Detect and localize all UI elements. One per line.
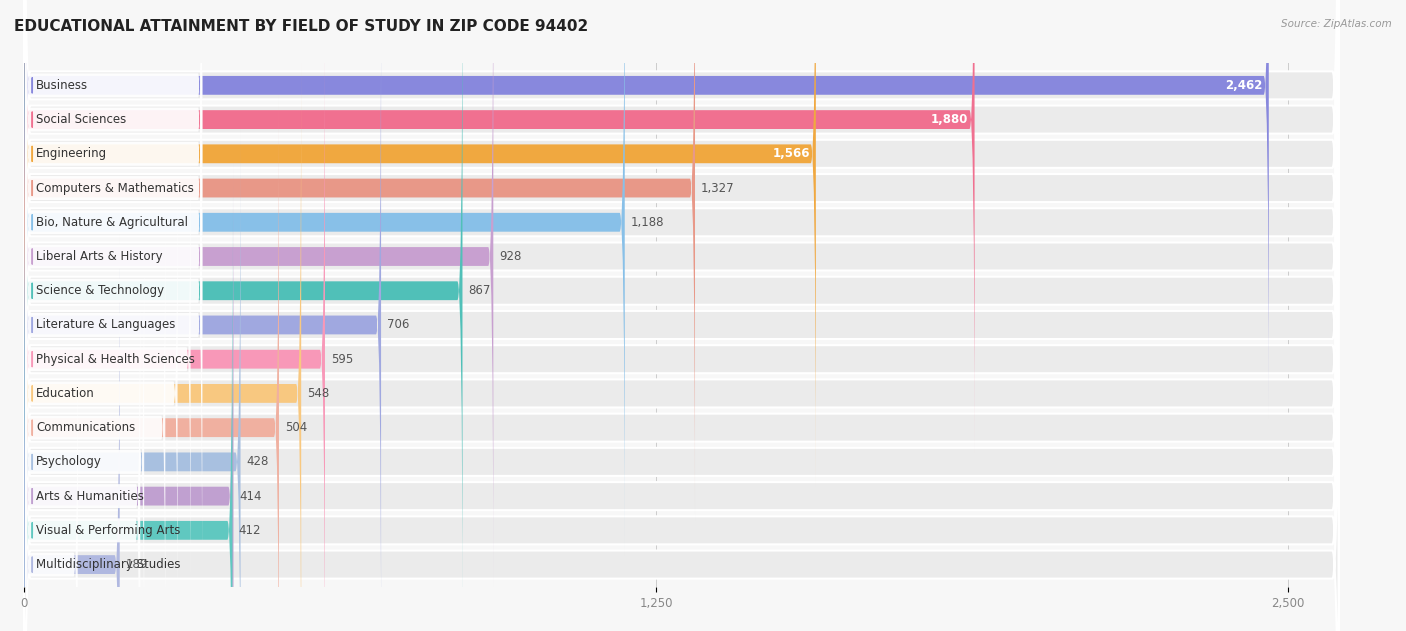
Text: 1,566: 1,566 <box>772 147 810 160</box>
FancyBboxPatch shape <box>25 0 202 382</box>
Text: Education: Education <box>37 387 96 400</box>
FancyBboxPatch shape <box>25 234 141 631</box>
Text: Arts & Humanities: Arts & Humanities <box>37 490 145 503</box>
FancyBboxPatch shape <box>25 63 202 587</box>
FancyBboxPatch shape <box>24 198 232 631</box>
Text: Liberal Arts & History: Liberal Arts & History <box>37 250 163 263</box>
Text: 595: 595 <box>330 353 353 366</box>
Text: 928: 928 <box>499 250 522 263</box>
Text: 2,462: 2,462 <box>1226 79 1263 92</box>
FancyBboxPatch shape <box>25 29 202 553</box>
FancyBboxPatch shape <box>24 100 1339 631</box>
FancyBboxPatch shape <box>24 129 240 631</box>
Text: 412: 412 <box>239 524 262 537</box>
FancyBboxPatch shape <box>24 168 1339 631</box>
FancyBboxPatch shape <box>24 27 325 631</box>
FancyBboxPatch shape <box>24 0 1339 631</box>
FancyBboxPatch shape <box>24 0 1339 631</box>
FancyBboxPatch shape <box>24 134 1339 631</box>
FancyBboxPatch shape <box>24 65 1339 631</box>
Text: Psychology: Psychology <box>37 456 103 468</box>
FancyBboxPatch shape <box>24 0 695 521</box>
FancyBboxPatch shape <box>24 0 815 487</box>
Text: 548: 548 <box>308 387 329 400</box>
Text: Visual & Performing Arts: Visual & Performing Arts <box>37 524 181 537</box>
Text: 867: 867 <box>468 284 491 297</box>
FancyBboxPatch shape <box>25 0 202 484</box>
Text: 189: 189 <box>125 558 148 571</box>
FancyBboxPatch shape <box>24 163 233 631</box>
Text: 1,188: 1,188 <box>631 216 664 229</box>
FancyBboxPatch shape <box>25 200 145 631</box>
FancyBboxPatch shape <box>24 95 278 631</box>
Text: Literature & Languages: Literature & Languages <box>37 319 176 331</box>
FancyBboxPatch shape <box>24 0 1339 631</box>
Text: 706: 706 <box>387 319 409 331</box>
FancyBboxPatch shape <box>24 61 301 631</box>
Text: Multidisciplinary Studies: Multidisciplinary Studies <box>37 558 181 571</box>
FancyBboxPatch shape <box>24 0 1268 418</box>
FancyBboxPatch shape <box>24 0 1339 550</box>
FancyBboxPatch shape <box>24 0 974 452</box>
Text: 1,880: 1,880 <box>931 113 969 126</box>
FancyBboxPatch shape <box>24 0 1339 631</box>
FancyBboxPatch shape <box>25 0 202 347</box>
Text: Communications: Communications <box>37 421 135 434</box>
FancyBboxPatch shape <box>25 0 202 519</box>
FancyBboxPatch shape <box>25 131 177 631</box>
FancyBboxPatch shape <box>24 31 1339 631</box>
Text: 414: 414 <box>239 490 262 503</box>
FancyBboxPatch shape <box>24 0 494 589</box>
FancyBboxPatch shape <box>24 0 1339 585</box>
FancyBboxPatch shape <box>24 0 1339 619</box>
FancyBboxPatch shape <box>25 0 202 450</box>
Text: 1,327: 1,327 <box>702 182 735 194</box>
FancyBboxPatch shape <box>24 0 463 623</box>
FancyBboxPatch shape <box>25 303 77 631</box>
FancyBboxPatch shape <box>25 166 166 631</box>
Text: 504: 504 <box>285 421 308 434</box>
FancyBboxPatch shape <box>24 0 624 555</box>
Text: EDUCATIONAL ATTAINMENT BY FIELD OF STUDY IN ZIP CODE 94402: EDUCATIONAL ATTAINMENT BY FIELD OF STUDY… <box>14 19 588 34</box>
Text: Source: ZipAtlas.com: Source: ZipAtlas.com <box>1281 19 1392 29</box>
Text: Science & Technology: Science & Technology <box>37 284 165 297</box>
FancyBboxPatch shape <box>24 0 381 631</box>
Text: Business: Business <box>37 79 89 92</box>
Text: Engineering: Engineering <box>37 147 107 160</box>
FancyBboxPatch shape <box>25 268 139 631</box>
FancyBboxPatch shape <box>25 97 191 621</box>
Text: Social Sciences: Social Sciences <box>37 113 127 126</box>
Text: Bio, Nature & Agricultural: Bio, Nature & Agricultural <box>37 216 188 229</box>
Text: Physical & Health Sciences: Physical & Health Sciences <box>37 353 195 366</box>
FancyBboxPatch shape <box>24 0 1339 631</box>
FancyBboxPatch shape <box>24 0 1339 516</box>
Text: Computers & Mathematics: Computers & Mathematics <box>37 182 194 194</box>
FancyBboxPatch shape <box>24 0 1339 482</box>
FancyBboxPatch shape <box>24 232 120 631</box>
Text: 428: 428 <box>246 456 269 468</box>
FancyBboxPatch shape <box>25 0 202 416</box>
